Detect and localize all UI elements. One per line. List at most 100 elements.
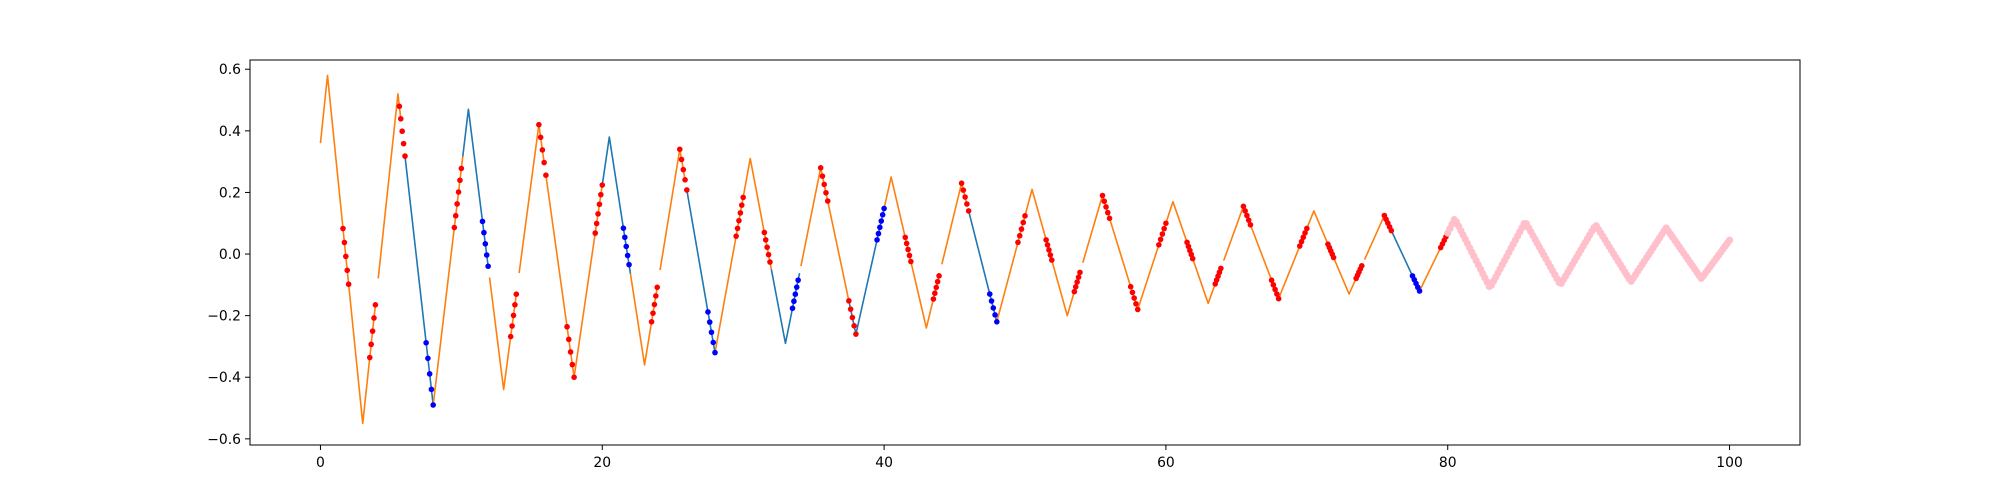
data-point-red_marker <box>905 246 911 253</box>
axes-frame <box>249 59 1801 446</box>
series-line-blue <box>770 269 801 345</box>
data-point-blue_marker <box>425 355 431 362</box>
data-point-blue_marker <box>705 309 711 315</box>
data-point-blue_marker <box>428 386 435 393</box>
data-point-red_marker <box>368 341 374 348</box>
data-point-blue_marker <box>624 252 631 259</box>
data-point-red_marker <box>676 146 683 153</box>
data-point-red_marker <box>1244 212 1250 219</box>
data-point-red_marker <box>960 187 967 193</box>
data-point-red_marker <box>1272 286 1278 293</box>
data-point-blue_marker <box>483 252 490 258</box>
data-point-blue_marker <box>877 224 883 231</box>
data-point-red_marker <box>1099 192 1106 199</box>
data-point-red_marker <box>847 306 854 312</box>
data-point-red_marker <box>736 217 742 224</box>
data-point-blue_marker <box>789 305 796 312</box>
data-point-red_marker <box>345 281 352 288</box>
data-point-red_marker <box>1270 282 1277 288</box>
data-point-red_marker <box>824 198 831 204</box>
series-line-orange <box>488 277 518 391</box>
data-point-blue_marker <box>423 339 429 346</box>
data-point-red_marker <box>454 201 460 207</box>
data-point-red_marker <box>819 173 826 179</box>
data-point-red_marker <box>958 180 965 186</box>
data-point-red_marker <box>452 212 459 219</box>
data-point-red_marker <box>1129 289 1136 296</box>
data-point-red_marker <box>932 290 938 297</box>
x-tick-label: 60 <box>1157 455 1175 471</box>
data-point-red_marker <box>400 140 407 147</box>
data-point-red_marker <box>1043 237 1049 243</box>
data-point-blue_marker <box>1416 288 1423 294</box>
data-point-red_marker <box>737 210 744 216</box>
data-point-red_marker <box>595 211 601 217</box>
data-point-red_marker <box>936 273 942 279</box>
series-line-blue <box>967 210 998 322</box>
data-point-red_marker <box>1161 225 1167 232</box>
data-point-red_marker <box>678 156 685 163</box>
data-point-red_marker <box>933 284 940 291</box>
data-point-red_marker <box>566 336 572 343</box>
data-point-red_marker <box>1245 217 1252 223</box>
data-point-red_marker <box>738 202 745 208</box>
data-point-red_marker <box>397 115 404 122</box>
data-point-blue_marker <box>708 329 715 336</box>
data-point-red_marker <box>1127 283 1134 290</box>
data-point-red_marker <box>1133 300 1139 307</box>
data-point-red_marker <box>1022 213 1028 219</box>
data-point-red_marker <box>341 239 348 246</box>
data-point-red_marker <box>369 328 376 334</box>
data-point-red_marker <box>1018 226 1025 232</box>
data-point-blue_marker <box>712 349 718 356</box>
series-line-orange <box>883 176 940 329</box>
x-tick-label: 80 <box>1439 455 1457 471</box>
y-tick-label: −0.6 <box>207 432 241 448</box>
data-point-red_marker <box>455 189 462 195</box>
data-point-red_marker <box>1103 204 1109 210</box>
y-axis: −0.6 −0.4 −0.2 0.0 0.2 0.4 0.6 <box>207 62 250 448</box>
data-point-red_marker <box>648 319 655 325</box>
data-point-blue_marker <box>430 402 436 408</box>
data-point-red_marker <box>964 201 970 207</box>
series-line-orange <box>1222 205 1363 300</box>
data-point-red_marker <box>1134 306 1141 313</box>
data-point-red_marker <box>817 165 824 171</box>
data-point-red_marker <box>908 258 914 265</box>
data-point-blue_marker <box>994 319 1000 325</box>
data-point-red_marker <box>451 224 458 231</box>
data-point-red_marker <box>1101 198 1108 205</box>
data-point-blue_marker <box>620 225 627 231</box>
series-line-orange <box>1082 194 1222 311</box>
data-point-red_marker <box>734 225 741 232</box>
data-point-blue_marker <box>482 241 489 247</box>
series-line-orange <box>996 188 1081 323</box>
data-point-red_marker <box>366 354 373 361</box>
data-point-red_marker <box>962 194 968 200</box>
data-point-red_marker <box>537 134 544 141</box>
data-point-red_marker <box>1300 234 1307 241</box>
series-line-orange <box>629 273 659 366</box>
data-point-red_marker <box>344 267 351 274</box>
x-tick-label: 100 <box>1716 455 1743 471</box>
data-point-red_marker <box>823 189 829 196</box>
data-point-blue_marker <box>881 205 887 212</box>
data-point-red_marker <box>1268 277 1275 284</box>
data-point-red_marker <box>682 177 688 183</box>
data-point-red_marker <box>1047 252 1054 258</box>
series-line-blue <box>686 189 716 353</box>
data-point-red_marker <box>767 259 773 265</box>
data-point-red_marker <box>539 147 546 153</box>
x-tick-label: 0 <box>316 455 325 471</box>
data-point-red_marker <box>1071 288 1078 295</box>
data-point-blue_marker <box>992 312 998 318</box>
data-point-red_marker <box>402 153 408 159</box>
series-line-orange <box>800 167 850 302</box>
data-point-red_marker <box>596 201 603 208</box>
data-point-red_marker <box>740 194 746 201</box>
series-line-orange <box>518 123 546 274</box>
data-point-red_marker <box>680 166 687 173</box>
data-point-red_marker <box>1274 291 1280 297</box>
data-point-red_marker <box>564 323 570 330</box>
